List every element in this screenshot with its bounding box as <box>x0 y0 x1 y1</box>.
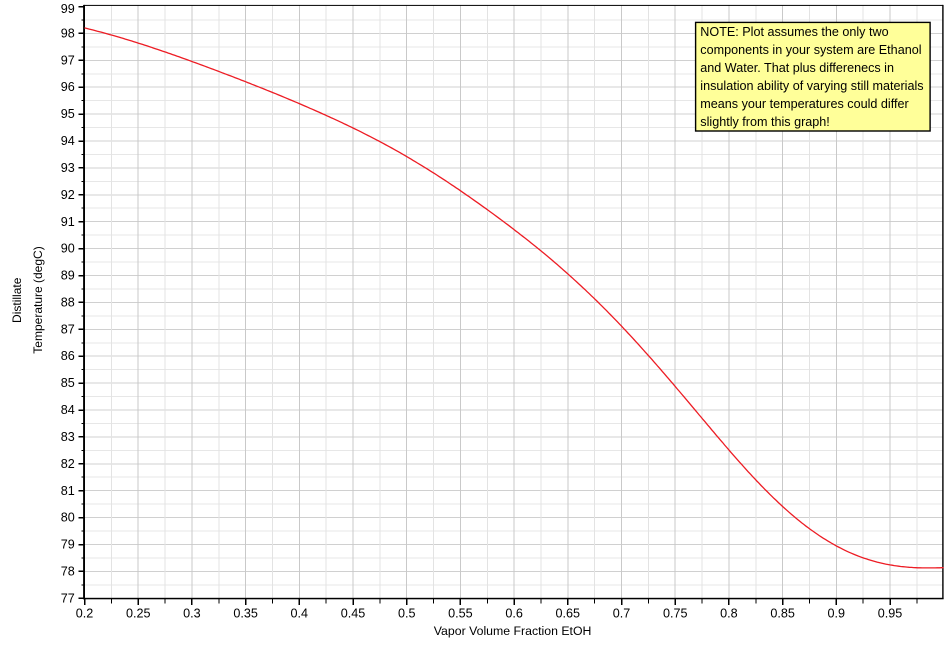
svg-text:0.25: 0.25 <box>126 606 151 620</box>
svg-text:84: 84 <box>61 403 75 417</box>
svg-text:87: 87 <box>61 322 75 336</box>
svg-text:81: 81 <box>61 484 75 498</box>
svg-text:86: 86 <box>61 349 75 363</box>
svg-text:0.8: 0.8 <box>720 606 738 620</box>
svg-text:0.65: 0.65 <box>556 606 581 620</box>
svg-text:79: 79 <box>61 538 75 552</box>
svg-text:0.5: 0.5 <box>398 606 416 620</box>
svg-text:NOTE: Plot assumes the only tw: NOTE: Plot assumes the only two <box>700 25 888 39</box>
svg-text:0.45: 0.45 <box>341 606 366 620</box>
svg-text:0.95: 0.95 <box>878 606 903 620</box>
svg-text:0.4: 0.4 <box>291 606 309 620</box>
svg-text:Temperature (degC): Temperature (degC) <box>31 246 45 353</box>
svg-text:insulation ability of varying: insulation ability of varying still mate… <box>700 79 923 93</box>
svg-text:99: 99 <box>61 2 75 16</box>
svg-text:78: 78 <box>61 564 75 578</box>
svg-text:98: 98 <box>61 26 75 40</box>
svg-text:0.75: 0.75 <box>663 606 688 620</box>
svg-text:92: 92 <box>61 188 75 202</box>
svg-text:97: 97 <box>61 53 75 67</box>
svg-text:Distillate: Distillate <box>10 277 24 323</box>
svg-text:93: 93 <box>61 161 75 175</box>
svg-text:80: 80 <box>61 511 75 525</box>
svg-text:77: 77 <box>61 591 75 605</box>
svg-text:and Water. That plus differene: and Water. That plus differenecs in <box>700 61 894 75</box>
svg-text:0.35: 0.35 <box>233 606 258 620</box>
svg-text:0.6: 0.6 <box>505 606 523 620</box>
svg-text:85: 85 <box>61 376 75 390</box>
svg-text:82: 82 <box>61 457 75 471</box>
svg-text:0.85: 0.85 <box>770 606 795 620</box>
svg-text:94: 94 <box>61 134 75 148</box>
svg-text:89: 89 <box>61 269 75 283</box>
svg-text:90: 90 <box>61 242 75 256</box>
svg-text:0.55: 0.55 <box>448 606 473 620</box>
svg-text:91: 91 <box>61 215 75 229</box>
svg-text:means your temperatures could: means your temperatures could differ <box>700 97 908 111</box>
svg-text:0.7: 0.7 <box>613 606 631 620</box>
svg-text:88: 88 <box>61 295 75 309</box>
svg-text:components in your system are: components in your system are Ethanol <box>700 43 921 57</box>
svg-text:0.9: 0.9 <box>828 606 846 620</box>
svg-text:83: 83 <box>61 430 75 444</box>
svg-text:Vapor Volume Fraction EtOH: Vapor Volume Fraction EtOH <box>434 624 592 638</box>
svg-text:96: 96 <box>61 80 75 94</box>
svg-text:0.2: 0.2 <box>76 606 94 620</box>
svg-text:slightly from this graph!: slightly from this graph! <box>700 115 830 129</box>
svg-text:0.3: 0.3 <box>183 606 201 620</box>
svg-text:95: 95 <box>61 107 75 121</box>
